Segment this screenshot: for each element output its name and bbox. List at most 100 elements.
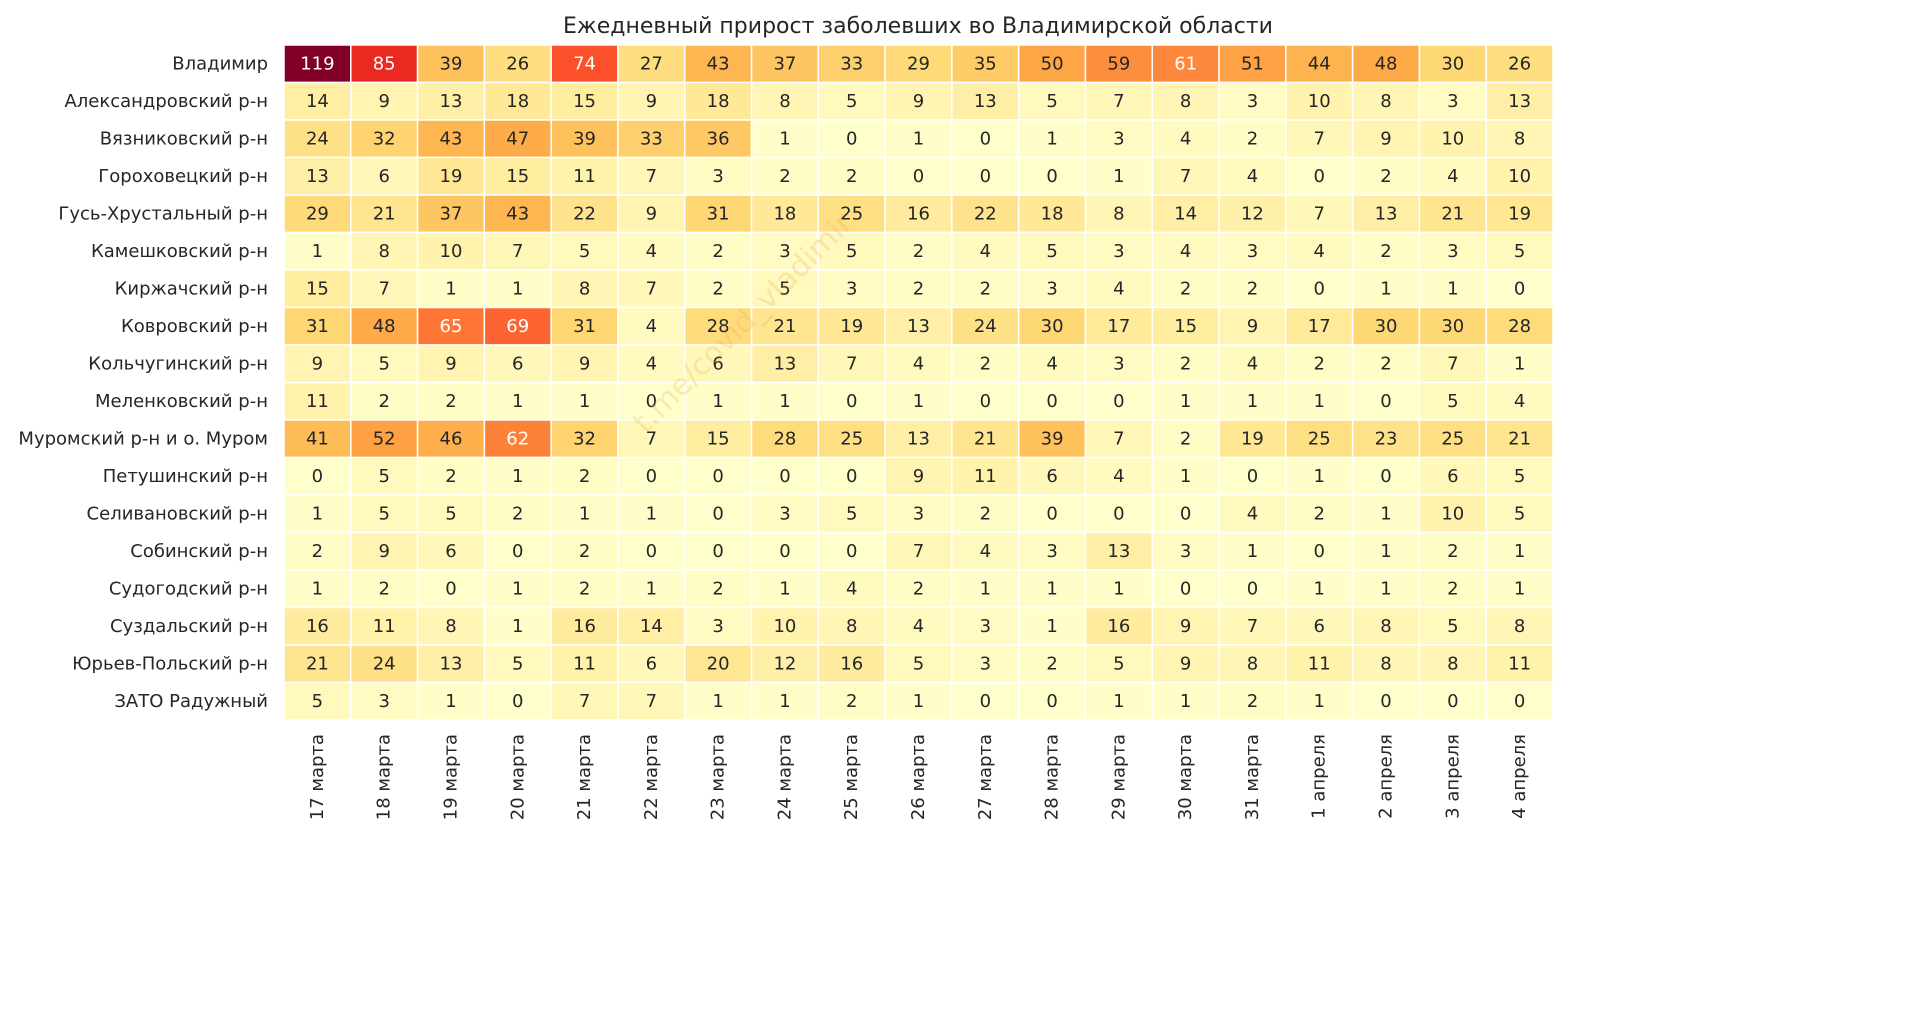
cell-value: 7 bbox=[846, 353, 857, 374]
cell-value: 23 bbox=[1375, 428, 1398, 449]
heatmap-cell bbox=[1285, 119, 1354, 159]
cell-value: 15 bbox=[506, 166, 529, 187]
heatmap-cell bbox=[1485, 644, 1554, 684]
cell-value: 5 bbox=[779, 278, 790, 299]
heatmap-cell bbox=[1418, 381, 1487, 421]
column-label: 27 марта bbox=[975, 734, 996, 820]
heatmap-cell bbox=[1285, 494, 1354, 534]
cell-value: 1 bbox=[445, 691, 456, 712]
cell-value: 3 bbox=[1247, 91, 1258, 112]
column-label: 25 марта bbox=[841, 734, 862, 820]
cell-value: 0 bbox=[1180, 503, 1191, 524]
heatmap-cell bbox=[1418, 681, 1487, 721]
heatmap-cell bbox=[550, 306, 619, 346]
cell-value: 4 bbox=[646, 353, 657, 374]
cell-value: 2 bbox=[378, 391, 389, 412]
cell-value: 9 bbox=[1380, 128, 1391, 149]
cell-value: 69 bbox=[506, 316, 529, 337]
cell-value: 8 bbox=[445, 616, 456, 637]
cell-value: 25 bbox=[840, 203, 863, 224]
heatmap-cell bbox=[416, 681, 486, 721]
heatmap-cell bbox=[683, 644, 753, 684]
cell-value: 1 bbox=[779, 391, 790, 412]
cell-value: 1 bbox=[1380, 278, 1391, 299]
cell-value: 7 bbox=[1113, 91, 1124, 112]
heatmap-cell bbox=[1418, 269, 1487, 309]
cell-value: 8 bbox=[1514, 128, 1525, 149]
cell-value: 2 bbox=[512, 503, 523, 524]
cell-value: 32 bbox=[373, 128, 396, 149]
cell-value: 9 bbox=[646, 203, 657, 224]
heatmap-cell bbox=[951, 569, 1020, 609]
cell-value: 2 bbox=[1447, 541, 1458, 562]
heatmap-cell bbox=[283, 344, 352, 384]
heatmap-cell bbox=[1351, 531, 1421, 571]
heatmap-cell bbox=[1351, 81, 1421, 121]
cell-value: 4 bbox=[1113, 466, 1124, 487]
cell-value: 5 bbox=[378, 353, 389, 374]
cell-value: 0 bbox=[980, 128, 991, 149]
heatmap-cell bbox=[1351, 681, 1421, 721]
heatmap-cell bbox=[350, 194, 419, 234]
heatmap-cell bbox=[550, 681, 619, 721]
row-label: Муромский р-н и о. Муром bbox=[18, 428, 268, 449]
heatmap-cell bbox=[283, 569, 352, 609]
cell-value: 11 bbox=[306, 391, 329, 412]
heatmap-cell bbox=[483, 119, 552, 159]
heatmap-cell bbox=[350, 644, 419, 684]
cell-value: 5 bbox=[913, 653, 924, 674]
row-label: ЗАТО Радужный bbox=[114, 691, 268, 712]
column-labels: 17 марта 18 марта 19 марта 20 марта 21 марта… bbox=[307, 734, 1530, 820]
cell-value: 17 bbox=[1308, 316, 1331, 337]
cell-value: 0 bbox=[1447, 691, 1458, 712]
heatmap-cell bbox=[884, 119, 953, 159]
cell-value: 5 bbox=[1514, 241, 1525, 262]
cell-value: 5 bbox=[1514, 503, 1525, 524]
cell-value: 0 bbox=[646, 391, 657, 412]
cell-value: 30 bbox=[1441, 53, 1464, 74]
cell-value: 2 bbox=[1314, 503, 1325, 524]
heatmap-cell bbox=[750, 344, 820, 384]
heatmap-cell bbox=[617, 531, 686, 571]
cell-value: 19 bbox=[840, 316, 863, 337]
heatmap-cell bbox=[1017, 644, 1087, 684]
heatmap-cell bbox=[1351, 119, 1421, 159]
cell-value: 4 bbox=[980, 541, 991, 562]
cell-value: 9 bbox=[579, 353, 590, 374]
heatmap-cell bbox=[283, 606, 352, 646]
cell-value: 1 bbox=[512, 616, 523, 637]
heatmap-cell bbox=[1285, 381, 1354, 421]
cell-value: 1 bbox=[1314, 466, 1325, 487]
cell-value: 8 bbox=[846, 616, 857, 637]
cell-value: 5 bbox=[1046, 241, 1057, 262]
row-label: Меленковский р-н bbox=[95, 391, 268, 412]
cell-value: 3 bbox=[378, 691, 389, 712]
heatmap-cell bbox=[951, 606, 1020, 646]
cell-value: 10 bbox=[773, 616, 796, 637]
cell-value: 30 bbox=[1441, 316, 1464, 337]
heatmap-cell bbox=[750, 81, 820, 121]
column-label: 23 марта bbox=[708, 734, 729, 820]
heatmap-cell bbox=[817, 306, 886, 346]
cell-value: 2 bbox=[445, 391, 456, 412]
cell-value: 6 bbox=[378, 166, 389, 187]
heatmap-cell bbox=[1485, 419, 1554, 459]
cell-value: 39 bbox=[1041, 428, 1064, 449]
heatmap-cell bbox=[550, 644, 619, 684]
cell-value: 8 bbox=[1447, 653, 1458, 674]
heatmap-cell bbox=[884, 606, 953, 646]
cell-value: 4 bbox=[646, 316, 657, 337]
cell-value: 8 bbox=[1113, 203, 1124, 224]
cell-value: 13 bbox=[1107, 541, 1130, 562]
cell-value: 48 bbox=[373, 316, 396, 337]
cell-value: 3 bbox=[779, 241, 790, 262]
heatmap-cell bbox=[1218, 344, 1287, 384]
heatmap-cell bbox=[1084, 231, 1154, 271]
heatmap-cell bbox=[416, 194, 486, 234]
heatmap-cell bbox=[1017, 681, 1087, 721]
cell-value: 2 bbox=[1380, 241, 1391, 262]
column-label: 19 марта bbox=[440, 734, 461, 820]
cell-value: 3 bbox=[913, 503, 924, 524]
heatmap-cell bbox=[1017, 419, 1087, 459]
cell-value: 2 bbox=[980, 353, 991, 374]
